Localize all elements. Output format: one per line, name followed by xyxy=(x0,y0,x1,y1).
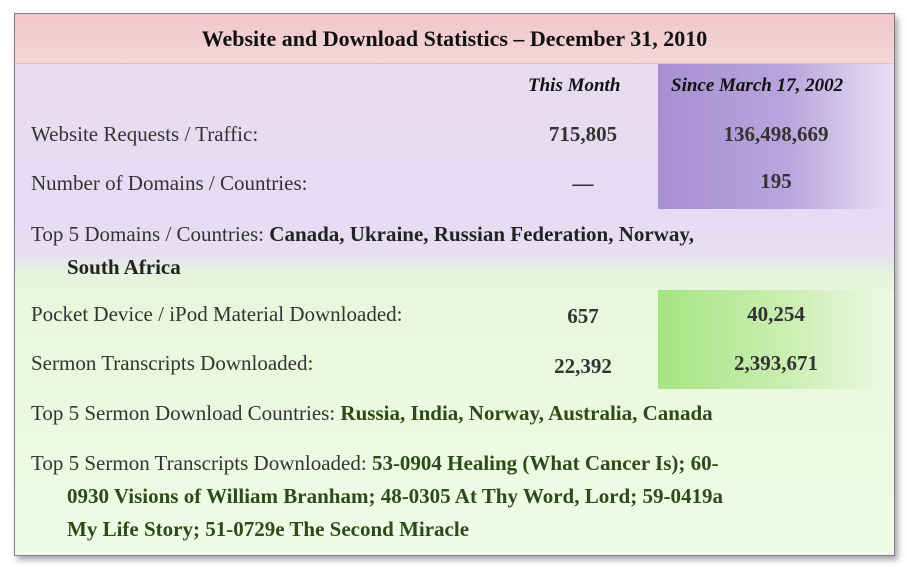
page-title: Website and Download Statistics – Decemb… xyxy=(15,14,894,64)
top-domains-value-2: South Africa xyxy=(67,255,181,279)
top-sermon-countries-label: Top 5 Sermon Download Countries: xyxy=(31,401,335,425)
row-label-domains: Number of Domains / Countries: xyxy=(31,171,307,196)
header-since: Since March 17, 2002 xyxy=(671,75,843,97)
row-label-traffic: Website Requests / Traffic: xyxy=(31,122,258,147)
top-transcripts-value-3: My Life Story; 51-0729e The Second Mirac… xyxy=(67,517,469,541)
row-month-transcripts: 22,392 xyxy=(513,354,653,379)
top-transcripts-value-1: 53-0904 Healing (What Cancer Is); 60- xyxy=(372,451,719,475)
top-transcripts-label: Top 5 Sermon Transcripts Downloaded: xyxy=(31,451,367,475)
row-label-transcripts: Sermon Transcripts Downloaded: xyxy=(31,351,313,376)
row-month-pocket: 657 xyxy=(513,304,653,329)
row-month-traffic: 715,805 xyxy=(513,122,653,147)
top-transcripts-value-2: 0930 Visions of William Branham; 48-0305… xyxy=(67,484,723,508)
row-month-domains: — xyxy=(513,171,653,196)
row-label-pocket: Pocket Device / iPod Material Downloaded… xyxy=(31,302,403,327)
row-since-domains: 195 xyxy=(658,169,894,194)
top-domains-label: Top 5 Domains / Countries: xyxy=(31,222,264,246)
statistics-card: Website and Download Statistics – Decemb… xyxy=(14,13,895,556)
top-transcripts: Top 5 Sermon Transcripts Downloaded: 53-… xyxy=(31,447,891,546)
row-since-traffic: 136,498,669 xyxy=(658,122,894,147)
row-since-pocket: 40,254 xyxy=(658,302,894,327)
row-since-transcripts: 2,393,671 xyxy=(658,351,894,376)
top-domains: Top 5 Domains / Countries: Canada, Ukrai… xyxy=(31,218,871,284)
header-this-month: This Month xyxy=(528,75,620,97)
top-domains-value-1: Canada, Ukraine, Russian Federation, Nor… xyxy=(269,222,694,246)
top-sermon-countries: Top 5 Sermon Download Countries: Russia,… xyxy=(31,397,891,430)
top-sermon-countries-value: Russia, India, Norway, Australia, Canada xyxy=(340,401,712,425)
